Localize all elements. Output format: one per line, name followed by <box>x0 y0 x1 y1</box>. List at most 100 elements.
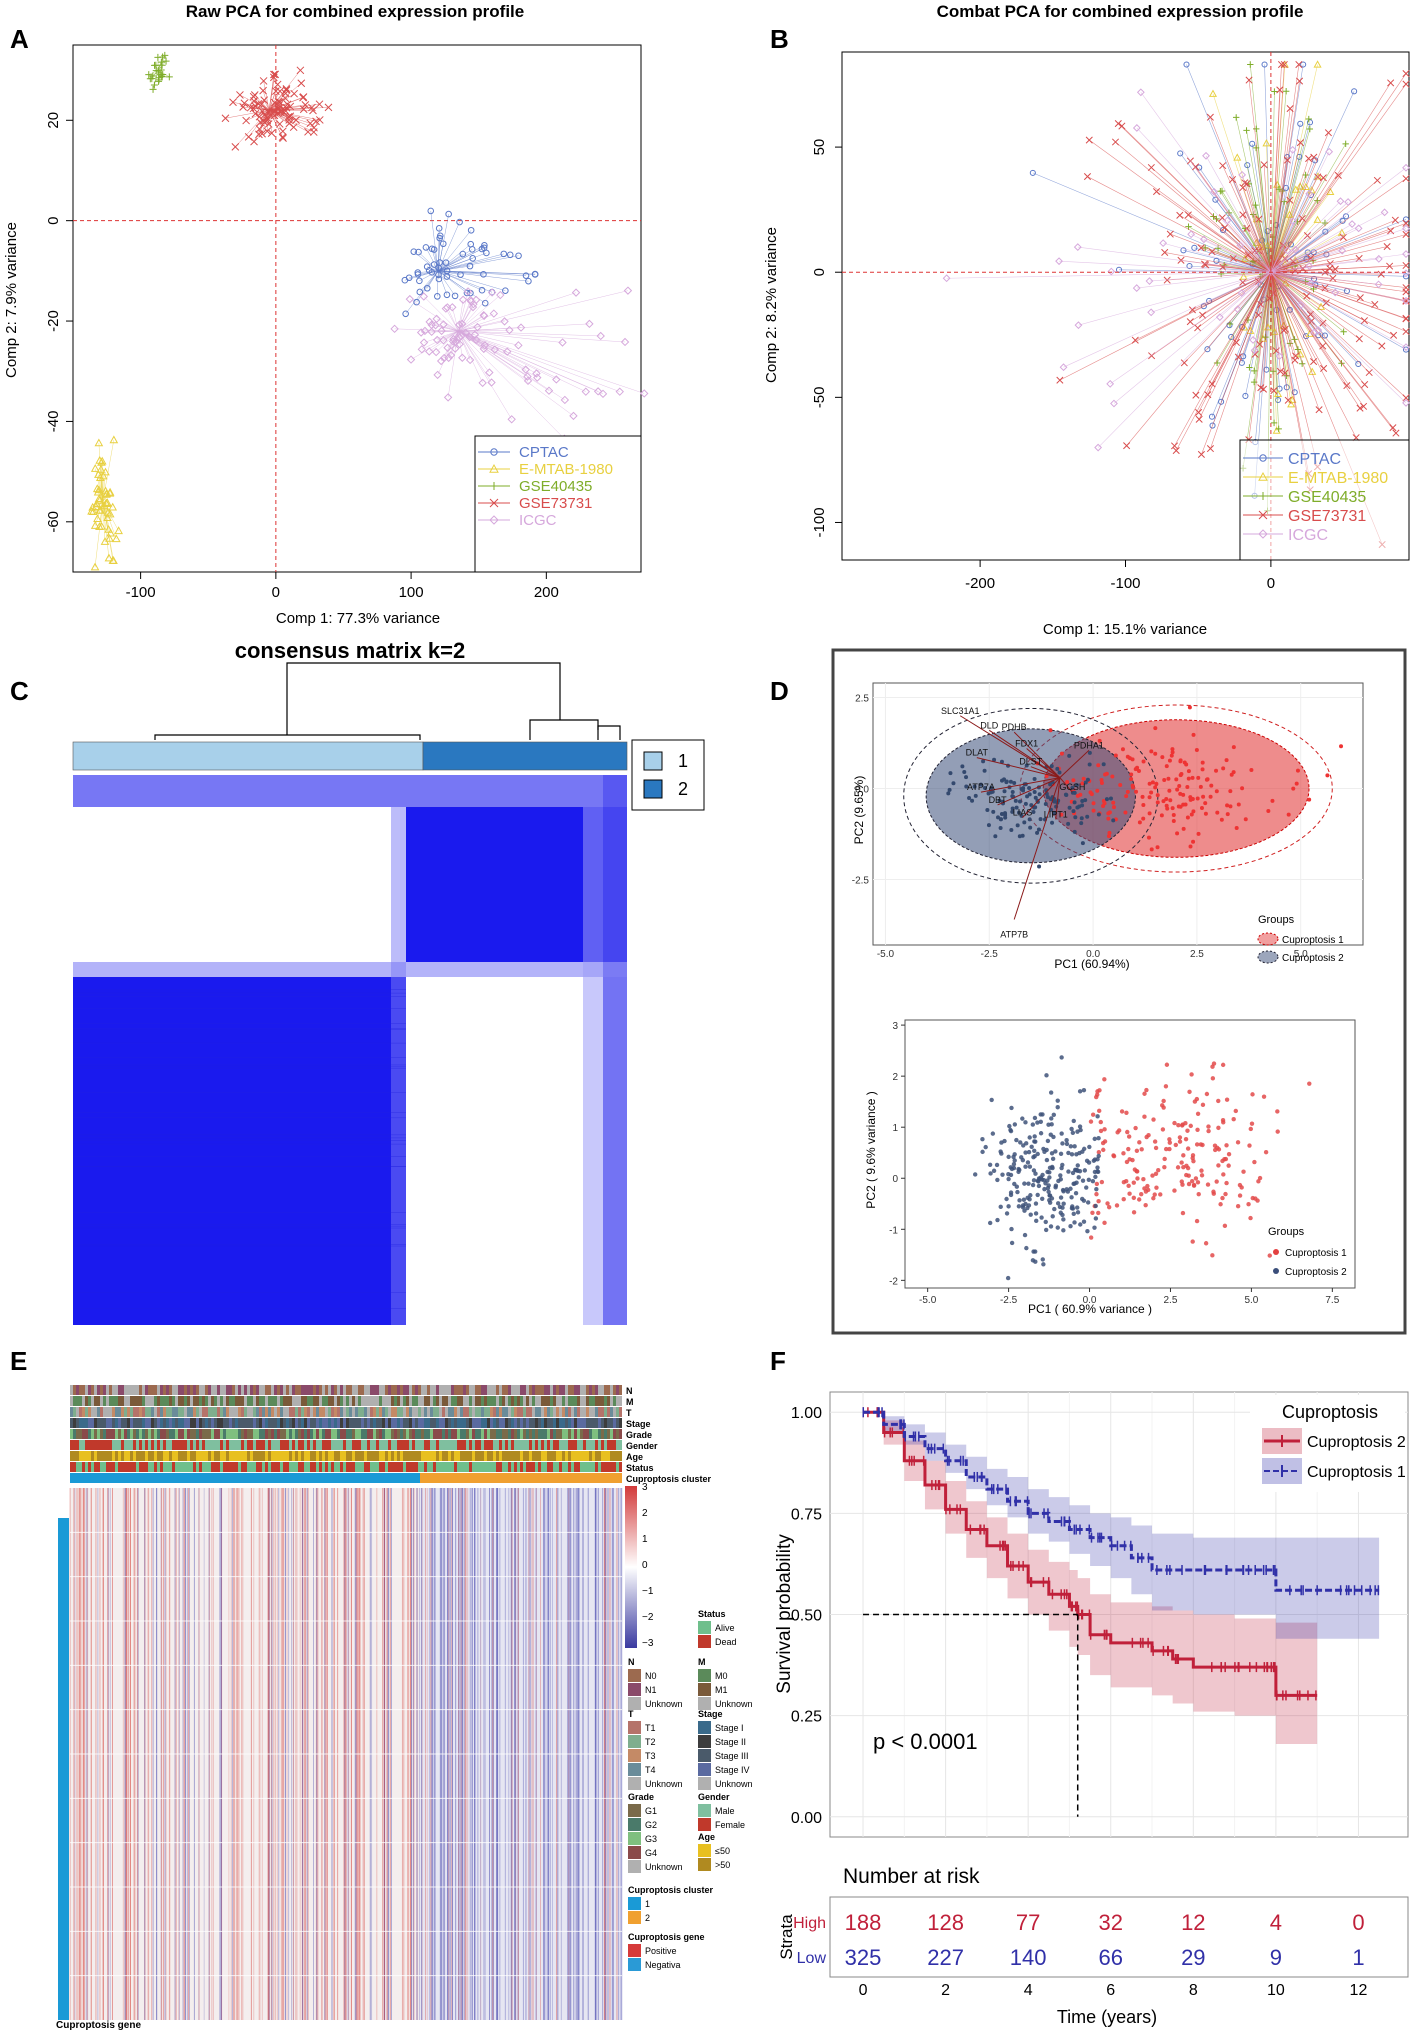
d1-point <box>1140 794 1145 799</box>
e-annotation-cell <box>88 1440 91 1450</box>
a-point <box>468 246 476 253</box>
e-annotation-cell <box>592 1451 595 1461</box>
d2-point <box>1248 1126 1254 1132</box>
e-annotation-cell <box>163 1429 166 1439</box>
e-annotation-cell <box>106 1407 109 1417</box>
e-annotation-cell <box>421 1407 424 1417</box>
e-annotation-cell <box>154 1429 157 1439</box>
a-centroid-spoke <box>438 253 463 272</box>
e-annotation-cell <box>577 1440 580 1450</box>
e-annotation-cell <box>103 1462 106 1472</box>
e-annotation-cell <box>349 1451 352 1461</box>
e-annotation-cell <box>391 1385 394 1395</box>
e-annotation-cell <box>532 1429 535 1439</box>
e-annotation-cell <box>493 1418 496 1428</box>
b-point <box>1206 445 1215 453</box>
d2-point <box>1252 1159 1257 1165</box>
d2-point <box>1040 1196 1045 1201</box>
e-annotation-cell <box>223 1440 226 1450</box>
d1-point <box>1266 808 1271 813</box>
d2-point <box>1040 1112 1045 1117</box>
d2-point <box>1152 1192 1157 1197</box>
b-centroid-spoke <box>1211 272 1272 385</box>
e-annotation-cell <box>607 1451 610 1461</box>
d2-point <box>1102 1077 1107 1082</box>
risk-cell: 188 <box>845 1910 882 1935</box>
d2-point <box>1121 1179 1127 1185</box>
b-point <box>1255 311 1263 319</box>
d2-point <box>1038 1119 1043 1125</box>
e-annotation-cell <box>439 1429 442 1439</box>
e-annotation-cell <box>601 1440 604 1450</box>
a-point <box>459 250 467 258</box>
a-centroid-spoke <box>148 69 159 75</box>
e-annotation-cell <box>388 1462 391 1472</box>
a-centroid-spoke <box>458 330 538 378</box>
d1-point <box>1325 773 1330 778</box>
d1-point <box>1072 790 1077 795</box>
right-gap-strip <box>583 807 603 1325</box>
d1-point <box>1072 829 1077 834</box>
e-annotation-cell <box>583 1429 586 1439</box>
e-annotation-cell <box>238 1385 241 1395</box>
d2-ytick-label: 2 <box>892 1072 898 1083</box>
e-annotation-cell <box>532 1451 535 1461</box>
e-annotation-cell <box>526 1429 529 1439</box>
e-annotation-cell <box>589 1385 592 1395</box>
d1-point <box>1079 821 1084 826</box>
e-annotation-cell <box>172 1462 175 1472</box>
b-centroid-spoke <box>1184 272 1272 364</box>
d1-point <box>1286 812 1291 817</box>
e-annotation-cell <box>298 1385 301 1395</box>
e-annotation-cell <box>541 1396 544 1406</box>
d2-point <box>1012 1122 1018 1127</box>
d2-point <box>1248 1215 1253 1221</box>
d2-point <box>1250 1092 1255 1097</box>
d1-loading-arrow <box>1030 766 1061 779</box>
e-annotation-cell <box>109 1462 112 1472</box>
e-annotation-cell <box>91 1429 94 1439</box>
b-point <box>1291 356 1299 364</box>
e-annotation-cell <box>436 1451 439 1461</box>
a-legend-marker <box>489 498 499 508</box>
b-point <box>1159 239 1168 248</box>
b-point <box>1200 235 1208 244</box>
panel-d1-legend: Groups Cuproptosis 1 Cuproptosis 2 <box>1257 914 1344 964</box>
a-point <box>623 286 633 295</box>
e-annotation-cell <box>280 1451 283 1461</box>
d2-point <box>1247 1143 1252 1148</box>
a-point <box>439 240 447 248</box>
a-centroid-spoke <box>452 330 459 342</box>
b-point <box>1243 127 1250 134</box>
b-point <box>1059 363 1068 372</box>
e-annotation-cell <box>106 1429 109 1439</box>
d2-point <box>1058 1195 1064 1200</box>
b-point <box>1271 88 1278 95</box>
d2-point <box>990 1131 996 1136</box>
d2-xtick-label: 0.0 <box>1083 1295 1097 1306</box>
e-annotation-cell <box>217 1385 220 1395</box>
e-annotation-cell <box>604 1396 607 1406</box>
e-annotation-cell <box>409 1462 412 1472</box>
b-point <box>1281 369 1289 377</box>
e-annotation-cell <box>556 1407 559 1417</box>
e-legend-item: 2 <box>645 1913 650 1923</box>
e-legend-item: Unknown <box>715 1699 753 1709</box>
e-annotation-cell <box>478 1429 481 1439</box>
e-annotation-cell <box>337 1418 340 1428</box>
e-annotation-cell <box>454 1396 457 1406</box>
e-annotation-cell <box>88 1429 91 1439</box>
e-annotation-cell <box>340 1451 343 1461</box>
e-annotation-cell <box>538 1385 541 1395</box>
d2-point <box>1139 1147 1144 1152</box>
e-annotation-cell <box>559 1407 562 1417</box>
e-annotation-cell <box>367 1462 370 1472</box>
b-point <box>1402 230 1410 239</box>
e-annotation-cell <box>178 1385 181 1395</box>
d2-point <box>991 1168 997 1173</box>
e-annotation-cell <box>151 1462 154 1472</box>
a-point <box>496 290 505 300</box>
e-annotation-cell <box>70 1462 73 1472</box>
e-annotation-cell <box>478 1462 481 1472</box>
e-annotation-cell <box>178 1418 181 1428</box>
